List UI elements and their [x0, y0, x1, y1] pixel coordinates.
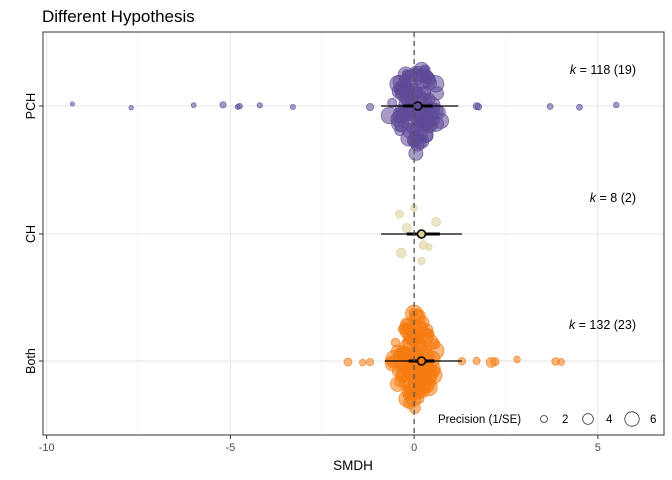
pooled-estimate	[416, 356, 427, 366]
legend-label: 4	[606, 414, 613, 426]
data-point	[408, 307, 419, 318]
k-count: = 132 (23)	[575, 318, 636, 332]
data-point	[387, 97, 398, 108]
data-point	[418, 240, 429, 250]
data-point	[417, 256, 426, 266]
data-point	[412, 379, 427, 394]
data-point	[426, 341, 445, 360]
data-point	[421, 332, 434, 344]
data-point	[128, 105, 134, 111]
panel-border	[42, 31, 665, 436]
y-tick-label-pch: PCH	[24, 93, 38, 119]
data-point	[613, 101, 620, 109]
data-point	[365, 358, 375, 367]
data-point	[395, 105, 410, 120]
group-ch	[395, 204, 442, 266]
data-point	[513, 355, 521, 364]
legend-label: 6	[650, 414, 656, 426]
data-point	[395, 368, 410, 383]
pooled-estimate	[413, 101, 423, 111]
data-point	[557, 358, 565, 366]
data-point	[403, 396, 417, 410]
y-tick-label-ch: CH	[24, 225, 38, 243]
legend-symbol	[624, 411, 640, 427]
data-point	[396, 247, 407, 259]
data-point	[401, 222, 412, 234]
data-point	[408, 319, 427, 338]
group-both	[343, 304, 565, 415]
data-point	[358, 358, 367, 367]
pooled-estimate	[416, 229, 427, 239]
data-point	[236, 102, 243, 110]
data-point	[490, 357, 500, 367]
data-point	[405, 84, 416, 96]
data-point	[219, 101, 227, 109]
data-point	[69, 101, 75, 107]
legend-title: Precision (1/SE)	[438, 414, 521, 426]
data-point	[422, 70, 434, 82]
k-annotation: k = 118 (19)	[570, 63, 636, 77]
legend-symbol	[540, 415, 548, 423]
x-tick-label: 0	[411, 442, 417, 454]
plot-panel: k = 118 (19) PCH k = 8 (2) CH k = 132 (23) Bo…	[24, 31, 665, 454]
chart-title: Different Hypothesis	[42, 7, 195, 26]
data-point	[431, 217, 442, 227]
k-symbol: k	[570, 63, 577, 77]
data-point	[397, 347, 411, 361]
precision-legend: Precision (1/SE) 2 4 6	[438, 411, 656, 427]
legend-symbol	[582, 413, 594, 425]
data-point	[390, 337, 401, 348]
data-point	[392, 75, 407, 89]
group-pch	[69, 61, 620, 161]
x-tick-label: -10	[39, 442, 55, 454]
data-point	[395, 209, 404, 219]
data-point	[190, 102, 197, 109]
data-point	[289, 103, 296, 111]
legend-label: 2	[562, 414, 568, 426]
k-count: = 8 (2)	[596, 191, 636, 205]
data-point	[474, 103, 483, 111]
k-annotation: k = 8 (2)	[590, 191, 636, 205]
y-tick-label-both: Both	[24, 348, 38, 374]
x-axis-label: SMDH	[333, 458, 373, 473]
k-symbol: k	[590, 191, 597, 205]
data-point	[546, 103, 554, 110]
k-count: = 118 (19)	[576, 63, 636, 77]
data-point	[576, 103, 583, 111]
k-symbol: k	[569, 318, 576, 332]
k-annotation: k = 132 (23)	[569, 318, 636, 332]
data-point	[365, 102, 375, 112]
x-tick-label: 5	[595, 442, 601, 454]
x-tick-label: -5	[226, 442, 236, 454]
data-point	[472, 356, 481, 366]
data-point	[343, 357, 353, 367]
data-point	[423, 92, 436, 106]
data-point	[256, 102, 263, 109]
